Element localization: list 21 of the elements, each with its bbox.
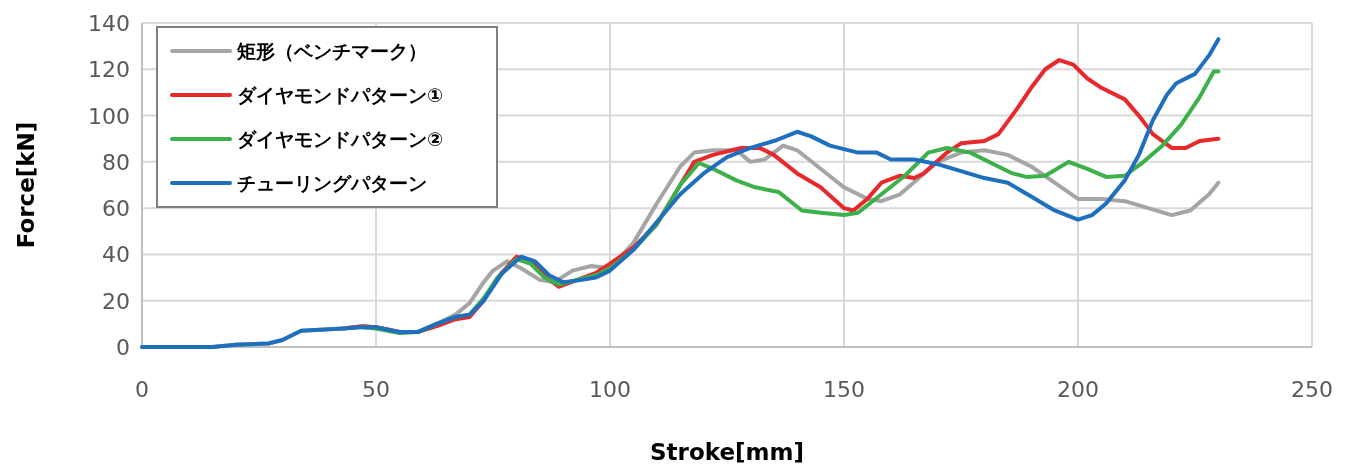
x-tick-label: 100 <box>589 377 631 402</box>
legend-label: チューリングパターン <box>237 172 427 194</box>
y-tick-label: 0 <box>116 335 130 360</box>
x-tick-label: 150 <box>823 377 865 402</box>
x-tick-label: 250 <box>1291 377 1333 402</box>
y-tick-label: 40 <box>102 242 130 268</box>
y-tick-label: 20 <box>102 288 130 314</box>
legend-label: ダイヤモンドパターン② <box>237 128 444 150</box>
x-tick-label: 50 <box>362 377 390 402</box>
y-axis-title: Force[kN] <box>13 121 39 249</box>
x-tick-label: 0 <box>135 377 149 402</box>
x-tick-label: 200 <box>1057 377 1099 402</box>
line-series <box>140 37 1221 349</box>
y-tick-label: 80 <box>102 149 130 175</box>
y-tick-label: 100 <box>88 103 130 129</box>
legend-label: ダイヤモンドパターン① <box>237 84 444 106</box>
y-tick-label: 60 <box>102 196 130 222</box>
x-axis-title: Stroke[mm] <box>650 439 804 465</box>
y-tick-label: 140 <box>88 11 130 36</box>
y-tick-label: 120 <box>88 57 130 83</box>
legend-label: 矩形（ベンチマーク） <box>236 40 427 62</box>
